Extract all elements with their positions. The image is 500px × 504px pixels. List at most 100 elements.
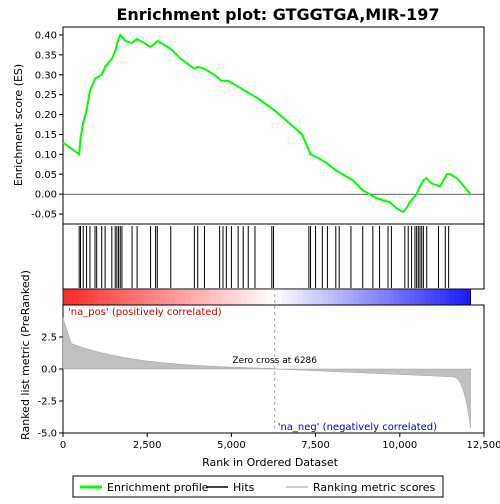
color-bar-segment <box>318 289 324 305</box>
color-bar-segment <box>145 289 151 305</box>
color-bar-segment <box>226 289 232 305</box>
color-bar-segment <box>353 289 359 305</box>
color-bar-segment <box>445 289 451 305</box>
color-bar-segment <box>414 289 420 305</box>
color-bar-segment <box>384 289 390 305</box>
color-bar-segment <box>267 289 273 305</box>
color-bar-segment <box>160 289 166 305</box>
legend-label: Hits <box>233 481 255 494</box>
es-y-axis-label: Enrichment score (ES) <box>12 64 25 186</box>
color-bar-segment <box>231 289 237 305</box>
color-bar-segment <box>394 289 400 305</box>
color-bar-segment <box>206 289 212 305</box>
x-tick-label: 5,000 <box>217 440 246 451</box>
color-bar-segment <box>323 289 329 305</box>
color-bar-segment <box>83 289 89 305</box>
color-bar-segment <box>88 289 94 305</box>
color-bar-segment <box>364 289 370 305</box>
legend-label: Enrichment profile <box>107 481 209 494</box>
color-bar-segment <box>99 289 105 305</box>
color-bar-segment <box>292 289 298 305</box>
color-bar-segment <box>236 289 242 305</box>
es-tick-label: 0.35 <box>35 50 57 61</box>
metric-tick-label: -2.5 <box>37 397 57 408</box>
metric-y-axis: -5.0-2.50.02.5 <box>37 333 63 440</box>
color-bar-segment <box>114 289 120 305</box>
x-tick-label: 0 <box>60 440 66 451</box>
x-tick-label: 10,000 <box>382 440 417 451</box>
color-bar-segment <box>104 289 110 305</box>
color-bar-segment <box>389 289 395 305</box>
color-bar-segment <box>139 289 145 305</box>
color-bar-segment <box>425 289 431 305</box>
color-bar-segment <box>175 289 181 305</box>
color-bar-segment <box>94 289 100 305</box>
color-bar-segment <box>435 289 441 305</box>
metric-y-axis-label: Ranked list metric (PreRanked) <box>19 270 32 440</box>
color-bar-segment <box>63 289 69 305</box>
color-bar-segment <box>150 289 156 305</box>
color-bar-segment <box>302 289 308 305</box>
color-bar-segment <box>348 289 354 305</box>
color-bar-segment <box>78 289 84 305</box>
x-axis: 0 2,500 5,000 7,500 10,000 12,500 <box>60 433 500 451</box>
es-tick-label: 0.10 <box>35 150 57 161</box>
color-bar-segment <box>369 289 375 305</box>
color-bar-segment <box>170 289 176 305</box>
color-bar-segment <box>282 289 288 305</box>
es-tick-label: 0.05 <box>35 170 57 181</box>
color-bar-segment <box>328 289 334 305</box>
color-bar-segment <box>262 289 268 305</box>
color-bar-segment <box>404 289 410 305</box>
color-bar-segment <box>308 289 314 305</box>
color-bar-segment <box>129 289 135 305</box>
color-bar-segment <box>165 289 171 305</box>
color-bar-segment <box>374 289 380 305</box>
color-bar-segment <box>109 289 115 305</box>
color-bar-segment <box>195 289 201 305</box>
x-tick-label: 2,500 <box>133 440 162 451</box>
color-bar-segment <box>287 289 293 305</box>
x-axis-label: Rank in Ordered Dataset <box>202 456 339 469</box>
color-bar-segment <box>124 289 130 305</box>
color-bar-segment <box>409 289 415 305</box>
color-bar-segment <box>430 289 436 305</box>
color-bar-segment <box>155 289 161 305</box>
color-bar-segment <box>257 289 263 305</box>
color-bar-segment <box>399 289 405 305</box>
metric-tick-label: 2.5 <box>41 333 57 344</box>
zero-cross-label: Zero cross at 6286 <box>232 356 317 366</box>
x-tick-label: 12,500 <box>467 440 500 451</box>
color-bar-segment <box>241 289 247 305</box>
chart-title: Enrichment plot: GTGGTGA,MIR-197 <box>116 5 439 24</box>
es-tick-label: -0.05 <box>31 210 57 221</box>
color-bar-segment <box>379 289 385 305</box>
color-bar-segment <box>313 289 319 305</box>
es-tick-label: 0.15 <box>35 130 57 141</box>
color-bar-segment <box>73 289 79 305</box>
color-bar-segment <box>68 289 74 305</box>
legend-label: Ranking metric scores <box>313 481 435 494</box>
color-bar-segment <box>246 289 252 305</box>
color-bar-segment <box>134 289 140 305</box>
color-bar-segment <box>180 289 186 305</box>
metric-tick-label: 0.0 <box>41 365 57 376</box>
es-tick-label: 0.00 <box>35 190 57 201</box>
x-tick-label: 7,500 <box>301 440 330 451</box>
color-bar-segment <box>201 289 207 305</box>
color-bar-segment <box>450 289 456 305</box>
color-bar-segment <box>251 289 257 305</box>
es-tick-label: 0.30 <box>35 70 57 81</box>
color-bar-segment <box>440 289 446 305</box>
color-bar-segment <box>277 289 283 305</box>
color-bar-segment <box>333 289 339 305</box>
color-bar-segment <box>297 289 303 305</box>
es-tick-label: 0.20 <box>35 110 57 121</box>
color-bar-segment <box>338 289 344 305</box>
es-y-axis: -0.050.000.050.100.150.200.250.300.350.4… <box>31 30 63 220</box>
es-tick-label: 0.40 <box>35 30 57 41</box>
color-bar-segment <box>190 289 196 305</box>
color-bar-segment <box>221 289 227 305</box>
color-bar-segment <box>119 289 125 305</box>
